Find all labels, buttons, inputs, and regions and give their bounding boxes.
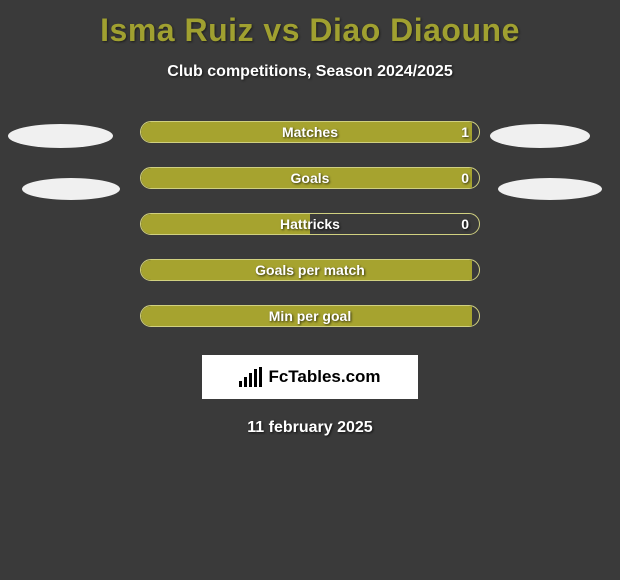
subtitle: Club competitions, Season 2024/2025 [0,63,620,81]
decor-ellipse [498,178,602,200]
logo-bars-icon [239,367,262,387]
stat-bar: Goals per match [140,259,480,281]
stat-label: Goals [141,168,479,188]
page-title: Isma Ruiz vs Diao Diaoune [0,0,620,49]
logo-text: FcTables.com [268,367,380,387]
stat-label: Min per goal [141,306,479,326]
stat-bar: Hattricks0 [140,213,480,235]
stats-container: Matches1Goals0Hattricks0Goals per matchM… [140,121,480,327]
stat-bar: Goals0 [140,167,480,189]
decor-ellipse [8,124,113,148]
stat-bar: Min per goal [140,305,480,327]
stat-label: Hattricks [141,214,479,234]
stat-value: 0 [461,214,469,234]
decor-ellipse [490,124,590,148]
stat-label: Matches [141,122,479,142]
stat-label: Goals per match [141,260,479,280]
logo-box: FcTables.com [202,355,418,399]
stat-value: 0 [461,168,469,188]
stat-bar: Matches1 [140,121,480,143]
decor-ellipse [22,178,120,200]
date-text: 11 february 2025 [0,419,620,437]
stat-value: 1 [461,122,469,142]
